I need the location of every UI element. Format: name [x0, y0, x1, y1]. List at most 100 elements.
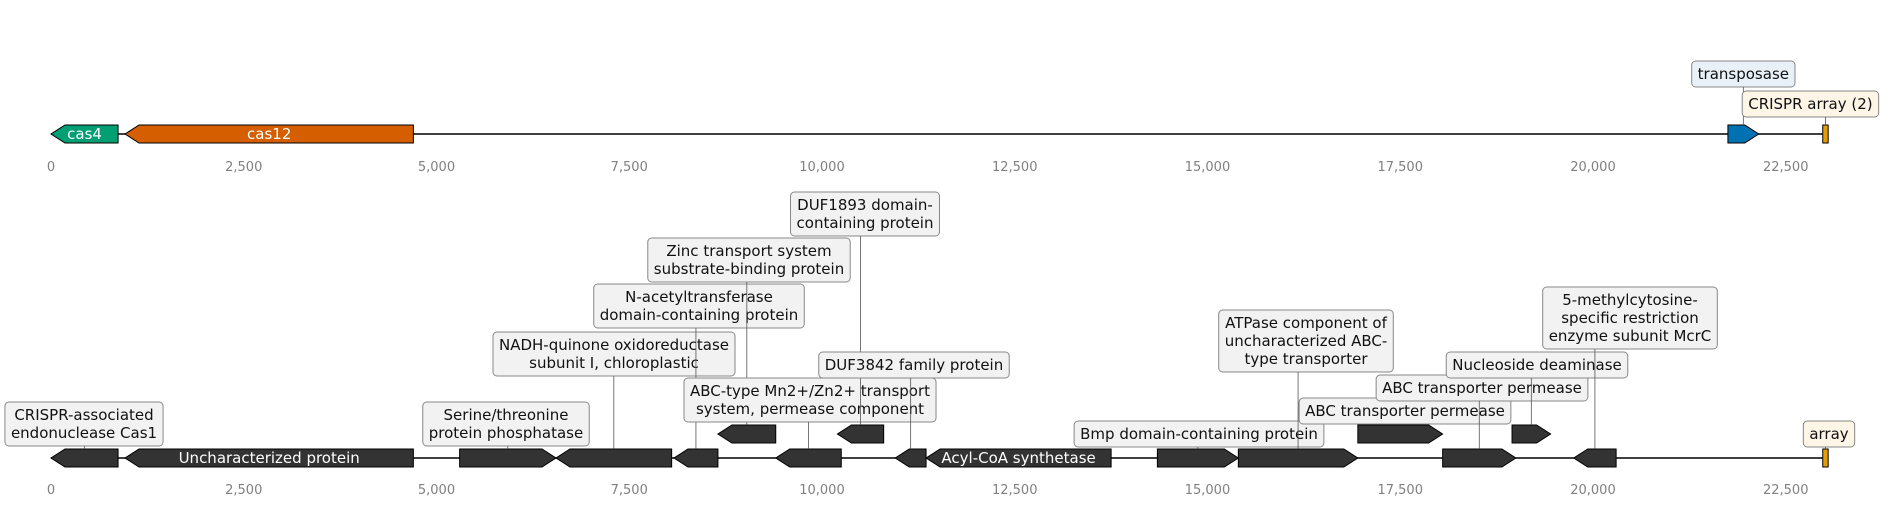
- gene-arrow: [1237, 448, 1359, 468]
- gene-transposase: [1727, 124, 1760, 144]
- gene-label-box: [1542, 286, 1718, 350]
- gene-inside-label: Uncharacterized protein: [179, 449, 360, 467]
- gene-cas12: [124, 124, 414, 144]
- gene-label-box: [1445, 351, 1629, 379]
- gene-label-text: ABC transporter permease: [1305, 402, 1505, 420]
- bottom-axis-tick-label: 7,500: [611, 483, 648, 498]
- gene-label-box: [422, 401, 590, 447]
- gene-label-text: system, permease component: [696, 400, 924, 418]
- top-track: 0 2,500 5,000 7,500 10,000 12,500 15,000 17,500…: [47, 60, 1880, 175]
- gene-crispr-array-2-: [1822, 124, 1829, 144]
- bottom-axis-tick-label: 0: [47, 483, 55, 498]
- gene-inside-label: Acyl-CoA synthetase: [941, 449, 1095, 467]
- gene-label-text: 5-methylcytosine-: [1562, 291, 1698, 309]
- gene-label-text: endonuclease Cas1: [11, 424, 157, 442]
- top-axis-tick-label: 7,500: [611, 160, 648, 175]
- bottom-axis-tick-label: 17,500: [1377, 483, 1423, 498]
- gene-label-box: [683, 377, 937, 423]
- gene-label-box: [1073, 420, 1325, 448]
- gene-arrow: [459, 448, 557, 468]
- gene-label: 5-methylcytosine-specific restrictionenz…: [1542, 286, 1718, 350]
- gene-arrow: [774, 448, 842, 468]
- gene-label-box: [593, 283, 805, 329]
- gene-label-box: [1218, 309, 1394, 373]
- bottom-axis-tick-label: 20,000: [1570, 483, 1616, 498]
- gene-label-text: transposase: [1698, 65, 1789, 83]
- gene-label-text: substrate-binding protein: [654, 260, 844, 278]
- gene-label: Bmp domain-containing protein: [1073, 420, 1325, 448]
- gene-label: ABC transporter permease: [1298, 397, 1512, 425]
- gene-label-text: CRISPR array (2): [1748, 95, 1872, 113]
- gene-arrow: [50, 448, 119, 468]
- top-axis-tick-label: 17,500: [1377, 160, 1423, 175]
- gene-label-text: Serine/threonine: [444, 406, 569, 424]
- gene-label-text: DUF3842 family protein: [825, 356, 1003, 374]
- gene-label-text: array: [1809, 425, 1848, 443]
- bottom-track: 0 2,500 5,000 7,500 10,000 12,500 15,000 17,500…: [4, 191, 1856, 498]
- top-axis-tick-label: 2,500: [225, 160, 262, 175]
- gene-label-box: [647, 237, 851, 283]
- gene-label-text: ATPase component of: [1225, 314, 1387, 332]
- top-axis-tick-label: 0: [47, 160, 55, 175]
- gene-label-text: N-acetyltransferase: [625, 288, 773, 306]
- gene-label: array: [1802, 420, 1856, 448]
- gene-arrow: [124, 448, 414, 468]
- gene-inside-label: cas12: [247, 125, 291, 143]
- gene-arrow: [1357, 424, 1444, 444]
- gene-label: CRISPR array (2): [1741, 90, 1880, 118]
- gene-label-text: subunit I, chloroplastic: [529, 354, 699, 372]
- top-axis-tick-label: 12,500: [992, 160, 1038, 175]
- gene-label-text: type transporter: [1245, 350, 1369, 368]
- gene-arrow: [1156, 448, 1240, 468]
- gene-label: DUF1893 domain-containing protein: [790, 191, 940, 237]
- gene-label-text: Zinc transport system: [666, 242, 831, 260]
- gene-arrow: [1572, 448, 1617, 468]
- gene-label-box: [4, 401, 164, 447]
- bottom-axis-tick-label: 10,000: [799, 483, 845, 498]
- top-axis-tick-label: 15,000: [1185, 160, 1231, 175]
- gene-arrow: [1442, 448, 1517, 468]
- gene-label-text: domain-containing protein: [600, 306, 799, 324]
- gene-label-text: Bmp domain-containing protein: [1080, 425, 1318, 443]
- gene-label-box: [818, 351, 1010, 379]
- gene-arrow: [894, 448, 927, 468]
- bottom-axis-tick-label: 5,000: [418, 483, 455, 498]
- gene-arrow: [1822, 448, 1829, 468]
- top-axis-tick-label: 10,000: [799, 160, 845, 175]
- gene-label: ABC transporter permease: [1375, 374, 1589, 402]
- bottom-axis-tick-label: 15,000: [1185, 483, 1231, 498]
- gene-label-text: specific restriction: [1561, 309, 1699, 327]
- bottom-axis-tick-label: 12,500: [992, 483, 1038, 498]
- gene-arrow: [716, 424, 777, 444]
- gene-label: transposase: [1691, 60, 1796, 88]
- top-axis-tick-label: 22,500: [1763, 160, 1809, 175]
- gene-label-box: [1741, 90, 1880, 118]
- gene-label-text: uncharacterized ABC-: [1225, 332, 1388, 350]
- gene-label-text: Nucleoside deaminase: [1452, 356, 1622, 374]
- gene-label-text: enzyme subunit McrC: [1549, 327, 1712, 345]
- gene-label-text: ABC-type Mn2+/Zn2+ transport: [690, 382, 930, 400]
- gene-label-text: NADH-quinone oxidoreductase: [499, 336, 729, 354]
- gene-label-box: [1802, 420, 1856, 448]
- gene-arrow: [555, 448, 673, 468]
- gene-label-text: protein phosphatase: [429, 424, 583, 442]
- gene-arrow: [836, 424, 885, 444]
- gene-cas4: [50, 124, 119, 144]
- gene-label-text: DUF1893 domain-: [797, 196, 933, 214]
- top-axis-tick-label: 5,000: [418, 160, 455, 175]
- gene-arrow: [1511, 424, 1552, 444]
- gene-label: DUF3842 family protein: [818, 351, 1010, 379]
- gene-label-text: ABC transporter permease: [1382, 379, 1582, 397]
- gene-label: Nucleoside deaminase: [1445, 351, 1629, 379]
- gene-label-box: [790, 191, 940, 237]
- gene-label-text: containing protein: [797, 214, 934, 232]
- gene-arrow: [925, 448, 1112, 468]
- bottom-axis-tick-label: 2,500: [225, 483, 262, 498]
